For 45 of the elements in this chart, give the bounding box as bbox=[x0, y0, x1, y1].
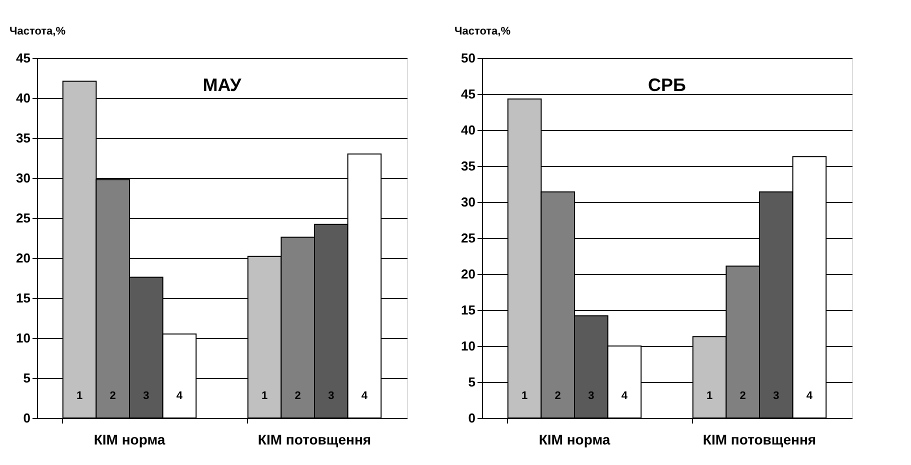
text: 4 bbox=[361, 390, 368, 402]
series-label: 4 bbox=[621, 390, 628, 402]
text: 2 bbox=[740, 390, 746, 402]
y-tick-label: 45 bbox=[461, 86, 476, 102]
x-tick-label: КІМ норма bbox=[94, 432, 166, 448]
y-tick-label: 0 bbox=[468, 410, 476, 426]
text: МАУ bbox=[202, 75, 242, 95]
y-tick-label: 45 bbox=[16, 50, 30, 66]
series-label: 2 bbox=[294, 390, 301, 402]
y-axis-title: Частота,% bbox=[10, 26, 66, 38]
text: 1 bbox=[706, 390, 713, 402]
y-axis-title: Частота,% bbox=[454, 26, 511, 38]
text: СРБ bbox=[648, 75, 686, 95]
y-tick-label: 30 bbox=[16, 170, 30, 186]
x-tick-label: КІМ норма bbox=[538, 432, 610, 448]
x-tick-label: КІМ потовщення bbox=[258, 432, 372, 448]
y-tick-label: 35 bbox=[461, 158, 476, 174]
y-tick-label: 25 bbox=[461, 230, 476, 246]
y-tick-label: 30 bbox=[461, 194, 476, 210]
y-tick-label: 10 bbox=[461, 338, 476, 354]
y-tick-label: 10 bbox=[16, 330, 30, 346]
y-tick-label: 20 bbox=[16, 250, 30, 266]
y-tick-label: 40 bbox=[461, 122, 476, 138]
series-label: 1 bbox=[76, 390, 83, 402]
y-tick-label: 20 bbox=[461, 266, 476, 282]
y-tick-label: 25 bbox=[16, 210, 30, 226]
y-tick-label: 15 bbox=[16, 290, 30, 306]
text: 1 bbox=[261, 390, 268, 402]
series-label: 4 bbox=[176, 390, 184, 402]
series-label: 1 bbox=[521, 390, 528, 402]
series-label: 2 bbox=[554, 390, 561, 402]
text: 3 bbox=[773, 390, 780, 402]
y-tick-label: 50 bbox=[461, 50, 476, 66]
series-label: 3 bbox=[328, 390, 334, 402]
text: 2 bbox=[110, 390, 116, 402]
text: 4 bbox=[806, 390, 813, 402]
y-tick-label: 40 bbox=[16, 90, 30, 106]
y-tick-label: 35 bbox=[16, 130, 30, 146]
text: 3 bbox=[143, 390, 150, 402]
y-tick-label: 5 bbox=[23, 370, 30, 386]
x-tick-label: КІМ потовщення bbox=[702, 432, 816, 448]
y-tick-label: 15 bbox=[461, 302, 476, 318]
y-tick-label: 0 bbox=[23, 410, 30, 426]
series-label: 3 bbox=[588, 390, 594, 402]
y-tick-label: 5 bbox=[468, 374, 476, 390]
